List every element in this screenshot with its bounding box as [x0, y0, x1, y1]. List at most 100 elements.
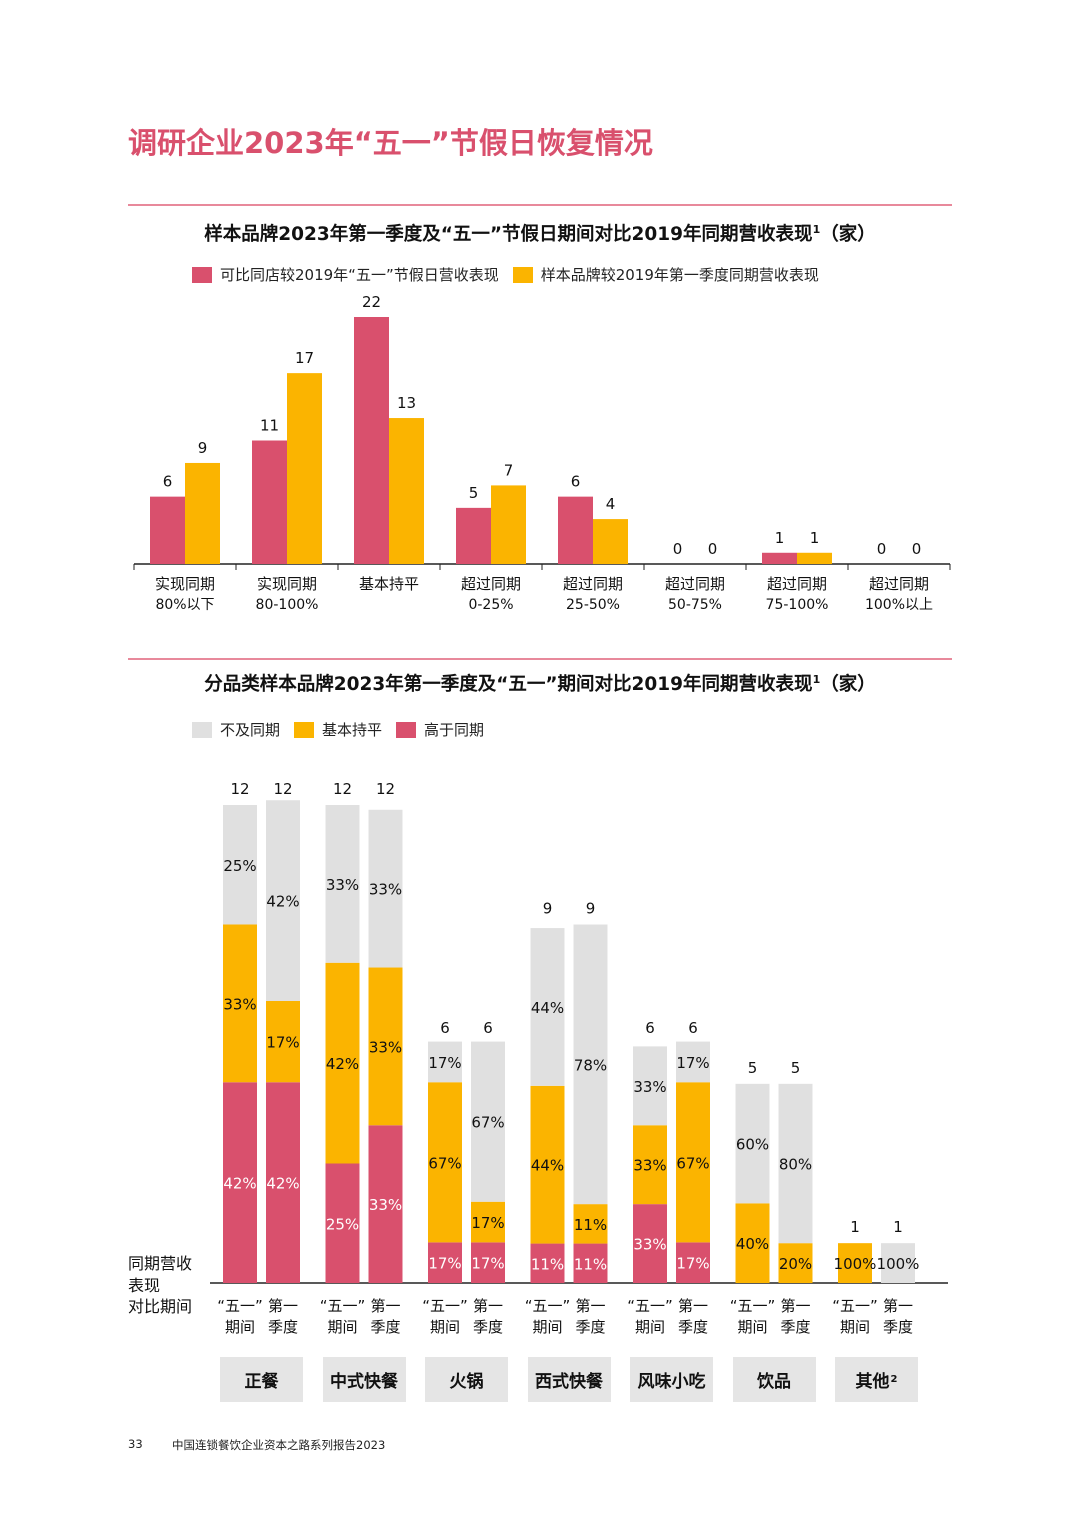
chart2-percent-label: 17% — [428, 1054, 461, 1072]
chart2-period-sublabel: 期间 — [327, 1318, 357, 1336]
chart2-segment — [573, 924, 608, 1205]
chart2-segment — [471, 1041, 505, 1202]
chart2-title-sup: 1 — [812, 672, 821, 686]
chart2-segment — [676, 1082, 710, 1243]
chart1-category-sublabel: 0-25% — [468, 597, 513, 613]
category-box: 正餐 — [220, 1357, 303, 1402]
chart2-period-sublabel: 期间 — [225, 1318, 255, 1336]
category-box: 风味小吃 — [630, 1357, 713, 1402]
chart1-value-label: 1 — [810, 529, 820, 547]
chart2-title-text: 分品类样本品牌2023年第一季度及“五一”期间对比2019年同期营收表现 — [204, 674, 813, 695]
category-name: 中式快餐 — [330, 1372, 398, 1392]
chart2-period-label: 第一 — [268, 1297, 298, 1315]
chart2-percent-label: 17% — [676, 1054, 709, 1072]
chart1-value-label: 11 — [260, 417, 279, 435]
chart2-total-label: 9 — [543, 900, 553, 918]
legend-swatch-red — [192, 266, 212, 283]
chart1-category-sublabel: 80%以下 — [155, 597, 214, 613]
chart2-percent-label: 42% — [223, 1175, 256, 1193]
chart1-value-label: 22 — [362, 293, 381, 311]
chart2-percent-label: 100% — [834, 1255, 877, 1273]
chart1-value-label: 6 — [571, 473, 581, 491]
legend-item-series2: 样本品牌较2019年第一季度同期营收表现 — [512, 264, 819, 285]
chart1-bar — [389, 418, 424, 564]
chart2-percent-label: 78% — [574, 1056, 607, 1074]
chart2-segment — [778, 1083, 813, 1244]
category-name: 火锅 — [449, 1372, 484, 1392]
chart2-segment — [573, 1243, 608, 1283]
chart2-period-label: 第一 — [473, 1297, 503, 1315]
legend-swatch-yellow — [294, 721, 315, 738]
chart2-period-sublabel: 季度 — [370, 1318, 400, 1336]
chart1-category-sublabel: 25-50% — [566, 597, 620, 613]
chart2-percent-label: 33% — [369, 1038, 402, 1056]
chart2-period-label: 第一 — [678, 1297, 708, 1315]
chart2-percent-label: 33% — [633, 1078, 666, 1096]
chart2-segment — [428, 1082, 462, 1243]
chart2-period-label: “五一” — [217, 1297, 263, 1315]
chart1-value-label: 9 — [198, 439, 208, 457]
category-name: 其他 — [855, 1372, 890, 1392]
chart2-segment — [471, 1242, 505, 1283]
chart2-title-suffix: （家） — [820, 674, 876, 695]
chart2-percent-label: 17% — [676, 1255, 709, 1273]
chart2-percent-label: 67% — [676, 1154, 709, 1172]
chart1-category-label: 超过同期 — [767, 575, 827, 593]
chart2-segment — [471, 1201, 505, 1243]
chart1-value-label: 17 — [295, 349, 314, 367]
chart1-bar — [252, 440, 287, 564]
chart1-title: 样本品牌2023年第一季度及“五一”节假日期间对比2019年同期营收表现1（家） — [128, 220, 952, 246]
chart1-category-sublabel: 50-75% — [668, 597, 722, 613]
legend-item-flat: 基本持平 — [294, 719, 382, 740]
page-number: 33 — [128, 1437, 143, 1451]
chart1-value-label: 6 — [163, 473, 173, 491]
chart1-category-label: 超过同期 — [869, 575, 929, 593]
chart2-segment — [368, 809, 403, 968]
chart2-segment — [223, 924, 257, 1083]
category-name: 正餐 — [244, 1372, 279, 1392]
chart1-value-label: 0 — [708, 540, 718, 558]
chart2-percent-label: 17% — [266, 1034, 299, 1052]
chart2-segment — [530, 1243, 565, 1283]
chart2-percent-label: 42% — [326, 1055, 359, 1073]
chart1-value-label: 13 — [397, 394, 416, 412]
chart2-percent-label: 11% — [531, 1255, 564, 1273]
legend-swatch-yellow — [512, 266, 533, 283]
chart2-percent-label: 17% — [428, 1255, 461, 1273]
chart1-value-label: 4 — [606, 495, 616, 513]
chart2-segment — [266, 1082, 300, 1283]
chart2-period-sublabel: 期间 — [840, 1318, 870, 1336]
chart1-value-label: 0 — [877, 540, 887, 558]
chart2-period-label: 第一 — [575, 1297, 605, 1315]
axis-note-line2: 表现 — [128, 1275, 161, 1295]
chart2-total-label: 12 — [273, 780, 292, 798]
chart2-segment — [325, 1163, 360, 1283]
legend-label-flat: 基本持平 — [322, 721, 383, 739]
chart2-segment — [368, 967, 403, 1126]
chart2-percent-label: 11% — [574, 1216, 607, 1234]
chart2-percent-label: 33% — [369, 1196, 402, 1214]
chart2-segment — [676, 1242, 710, 1283]
chart2-segment — [368, 1125, 403, 1283]
legend-label-series2: 样本品牌较2019年第一季度同期营收表现 — [540, 266, 819, 284]
chart1-value-label: 1 — [775, 529, 785, 547]
chart1-value-label: 7 — [504, 461, 514, 479]
legend-label-below: 不及同期 — [220, 721, 281, 739]
chart1-title-suffix: （家） — [820, 224, 876, 245]
chart1-title-text: 样本品牌2023年第一季度及“五一”节假日期间对比2019年同期营收表现 — [204, 224, 813, 245]
chart1-bar — [558, 496, 593, 564]
chart2-percent-label: 44% — [531, 999, 564, 1017]
chart2-total-label: 12 — [376, 780, 395, 798]
chart1-category-label: 超过同期 — [563, 575, 623, 593]
chart2-percent-label: 60% — [736, 1136, 769, 1154]
chart2-segment — [428, 1041, 462, 1083]
middle-divider — [128, 658, 952, 660]
chart1-category-sublabel: 80-100% — [256, 597, 319, 613]
chart2-title: 分品类样本品牌2023年第一季度及“五一”期间对比2019年同期营收表现1（家） — [128, 670, 952, 696]
chart2-percent-label: 11% — [574, 1255, 607, 1273]
category-footnote: 2 — [890, 1374, 898, 1385]
chart1-bar — [491, 485, 526, 564]
chart2-period-label: “五一” — [832, 1297, 878, 1315]
chart2-axis-note: 同期营收 表现 对比期间 — [128, 1253, 192, 1318]
chart2-legend: 不及同期 基本持平 高于同期 — [192, 719, 498, 740]
